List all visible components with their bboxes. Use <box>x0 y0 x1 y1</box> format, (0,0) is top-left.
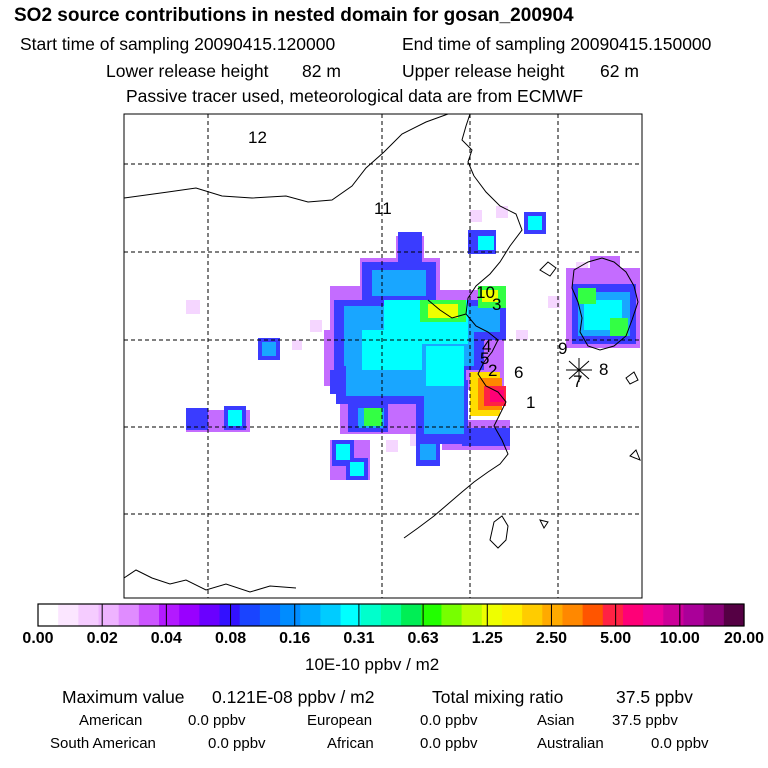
colorbar-tick-label: 0.31 <box>343 630 375 647</box>
colorbar-tick-label: 10.00 <box>659 630 700 647</box>
colorbar-cell <box>380 604 402 626</box>
colorbar-cell <box>723 604 745 626</box>
page-title: SO2 source contributions in nested domai… <box>14 5 574 26</box>
australian-value: 0.0 ppbv <box>651 735 709 752</box>
receptor-star-marker <box>566 358 592 382</box>
asian-label: Asian <box>537 712 575 729</box>
region-label-7: 7 <box>573 372 582 391</box>
lower-release-label: Lower release height <box>106 61 269 81</box>
colorbar-tick-label: 2.50 <box>535 630 568 647</box>
region-label-2: 2 <box>488 361 497 380</box>
map-frame <box>123 113 643 599</box>
colorbar-tick-label: 1.25 <box>471 630 503 647</box>
australian-label: Australian <box>537 735 604 752</box>
colorbar-tick-label: 20.00 <box>723 630 764 647</box>
colorbar-cell <box>159 604 180 626</box>
region-label-6: 6 <box>514 363 523 382</box>
colorbar-cell <box>441 604 463 626</box>
asian-value: 37.5 ppbv <box>612 712 678 729</box>
colorbar-cell <box>199 604 221 626</box>
colorbar-cell <box>522 604 543 626</box>
upper-release-label: Upper release height <box>402 61 565 81</box>
region-label-12: 12 <box>248 128 267 147</box>
colorbar-cell <box>501 604 523 626</box>
colorbar-cell <box>562 604 584 626</box>
lat-lon-grid <box>124 114 642 598</box>
colorbar <box>38 604 745 626</box>
region-label-4: 4 <box>482 337 491 356</box>
region-label-5: 5 <box>480 349 489 368</box>
tracer-note: Passive tracer used, meteorological data… <box>126 86 584 106</box>
colorbar-unit: 10E-10 ppbv / m2 <box>305 655 440 674</box>
european-value: 0.0 ppbv <box>420 712 478 729</box>
region-label-8: 8 <box>599 360 608 379</box>
colorbar-cell <box>118 604 140 626</box>
max-value-label: Maximum value <box>62 687 185 707</box>
colorbar-cell <box>259 604 281 626</box>
colorbar-tick-label: 0.16 <box>279 630 311 647</box>
upper-release-value: 62 m <box>600 61 639 81</box>
colorbar-cell <box>78 604 100 626</box>
colorbar-cell <box>663 604 685 626</box>
colorbar-cell <box>300 604 321 626</box>
total-mixing-label: Total mixing ratio <box>432 687 564 707</box>
colorbar-tick-label: 0.08 <box>214 630 247 647</box>
colorbar-cell <box>360 604 382 626</box>
colorbar-tick-label: 0.00 <box>22 630 54 647</box>
colorbar-cell <box>542 604 564 626</box>
colorbar-ticks <box>37 604 745 626</box>
colorbar-cell <box>138 604 160 626</box>
colorbar-cell <box>683 604 705 626</box>
south-american-label: South American <box>50 735 156 752</box>
european-label: European <box>307 712 373 729</box>
colorbar-cell <box>58 604 79 626</box>
region-label-11: 11 <box>374 199 392 218</box>
colorbar-cell <box>622 604 644 626</box>
colorbar-tick-label: 0.63 <box>407 630 439 647</box>
colorbar-cell <box>98 604 120 626</box>
colorbar-tick-label: 0.04 <box>150 630 182 647</box>
hotspot <box>470 372 506 416</box>
region-label-10: 10 <box>476 283 495 302</box>
colorbar-cell <box>38 604 59 626</box>
african-value: 0.0 ppbv <box>420 735 478 752</box>
american-label: American <box>79 712 143 729</box>
colorbar-cell <box>320 604 342 626</box>
colorbar-tick-label: 0.02 <box>86 630 118 647</box>
colorbar-cell <box>219 604 241 626</box>
max-value: 0.121E-08 ppbv / m2 <box>212 687 375 707</box>
south-american-value: 0.0 ppbv <box>208 735 266 752</box>
lower-release-value: 82 m <box>302 61 341 81</box>
region-label-3: 3 <box>492 295 501 314</box>
sampling-start: Start time of sampling 20090415.120000 <box>20 34 336 54</box>
colorbar-cell <box>401 604 422 626</box>
colorbar-cell <box>340 604 362 626</box>
colorbar-tick-label: 5.00 <box>600 630 632 647</box>
colorbar-cell <box>280 604 301 626</box>
colorbar-cell <box>582 604 604 626</box>
colorbar-cell <box>703 604 725 626</box>
american-value: 0.0 ppbv <box>188 712 246 729</box>
colorbar-cell <box>643 604 664 626</box>
total-mixing-value: 37.5 ppbv <box>616 687 693 707</box>
colorbar-cell <box>602 604 624 626</box>
african-label: African <box>327 735 374 752</box>
colorbar-cell <box>421 604 443 626</box>
sampling-end: End time of sampling 20090415.150000 <box>402 34 712 54</box>
region-label-1: 1 <box>526 393 535 412</box>
region-label-9: 9 <box>558 339 567 358</box>
concentration-field: 12 11 10 3 4 5 2 6 1 9 8 7 <box>124 114 642 598</box>
colorbar-cell <box>179 604 200 626</box>
colorbar-cell <box>239 604 261 626</box>
colorbar-cell <box>481 604 503 626</box>
colorbar-cell <box>461 604 483 626</box>
coastline <box>124 114 641 593</box>
